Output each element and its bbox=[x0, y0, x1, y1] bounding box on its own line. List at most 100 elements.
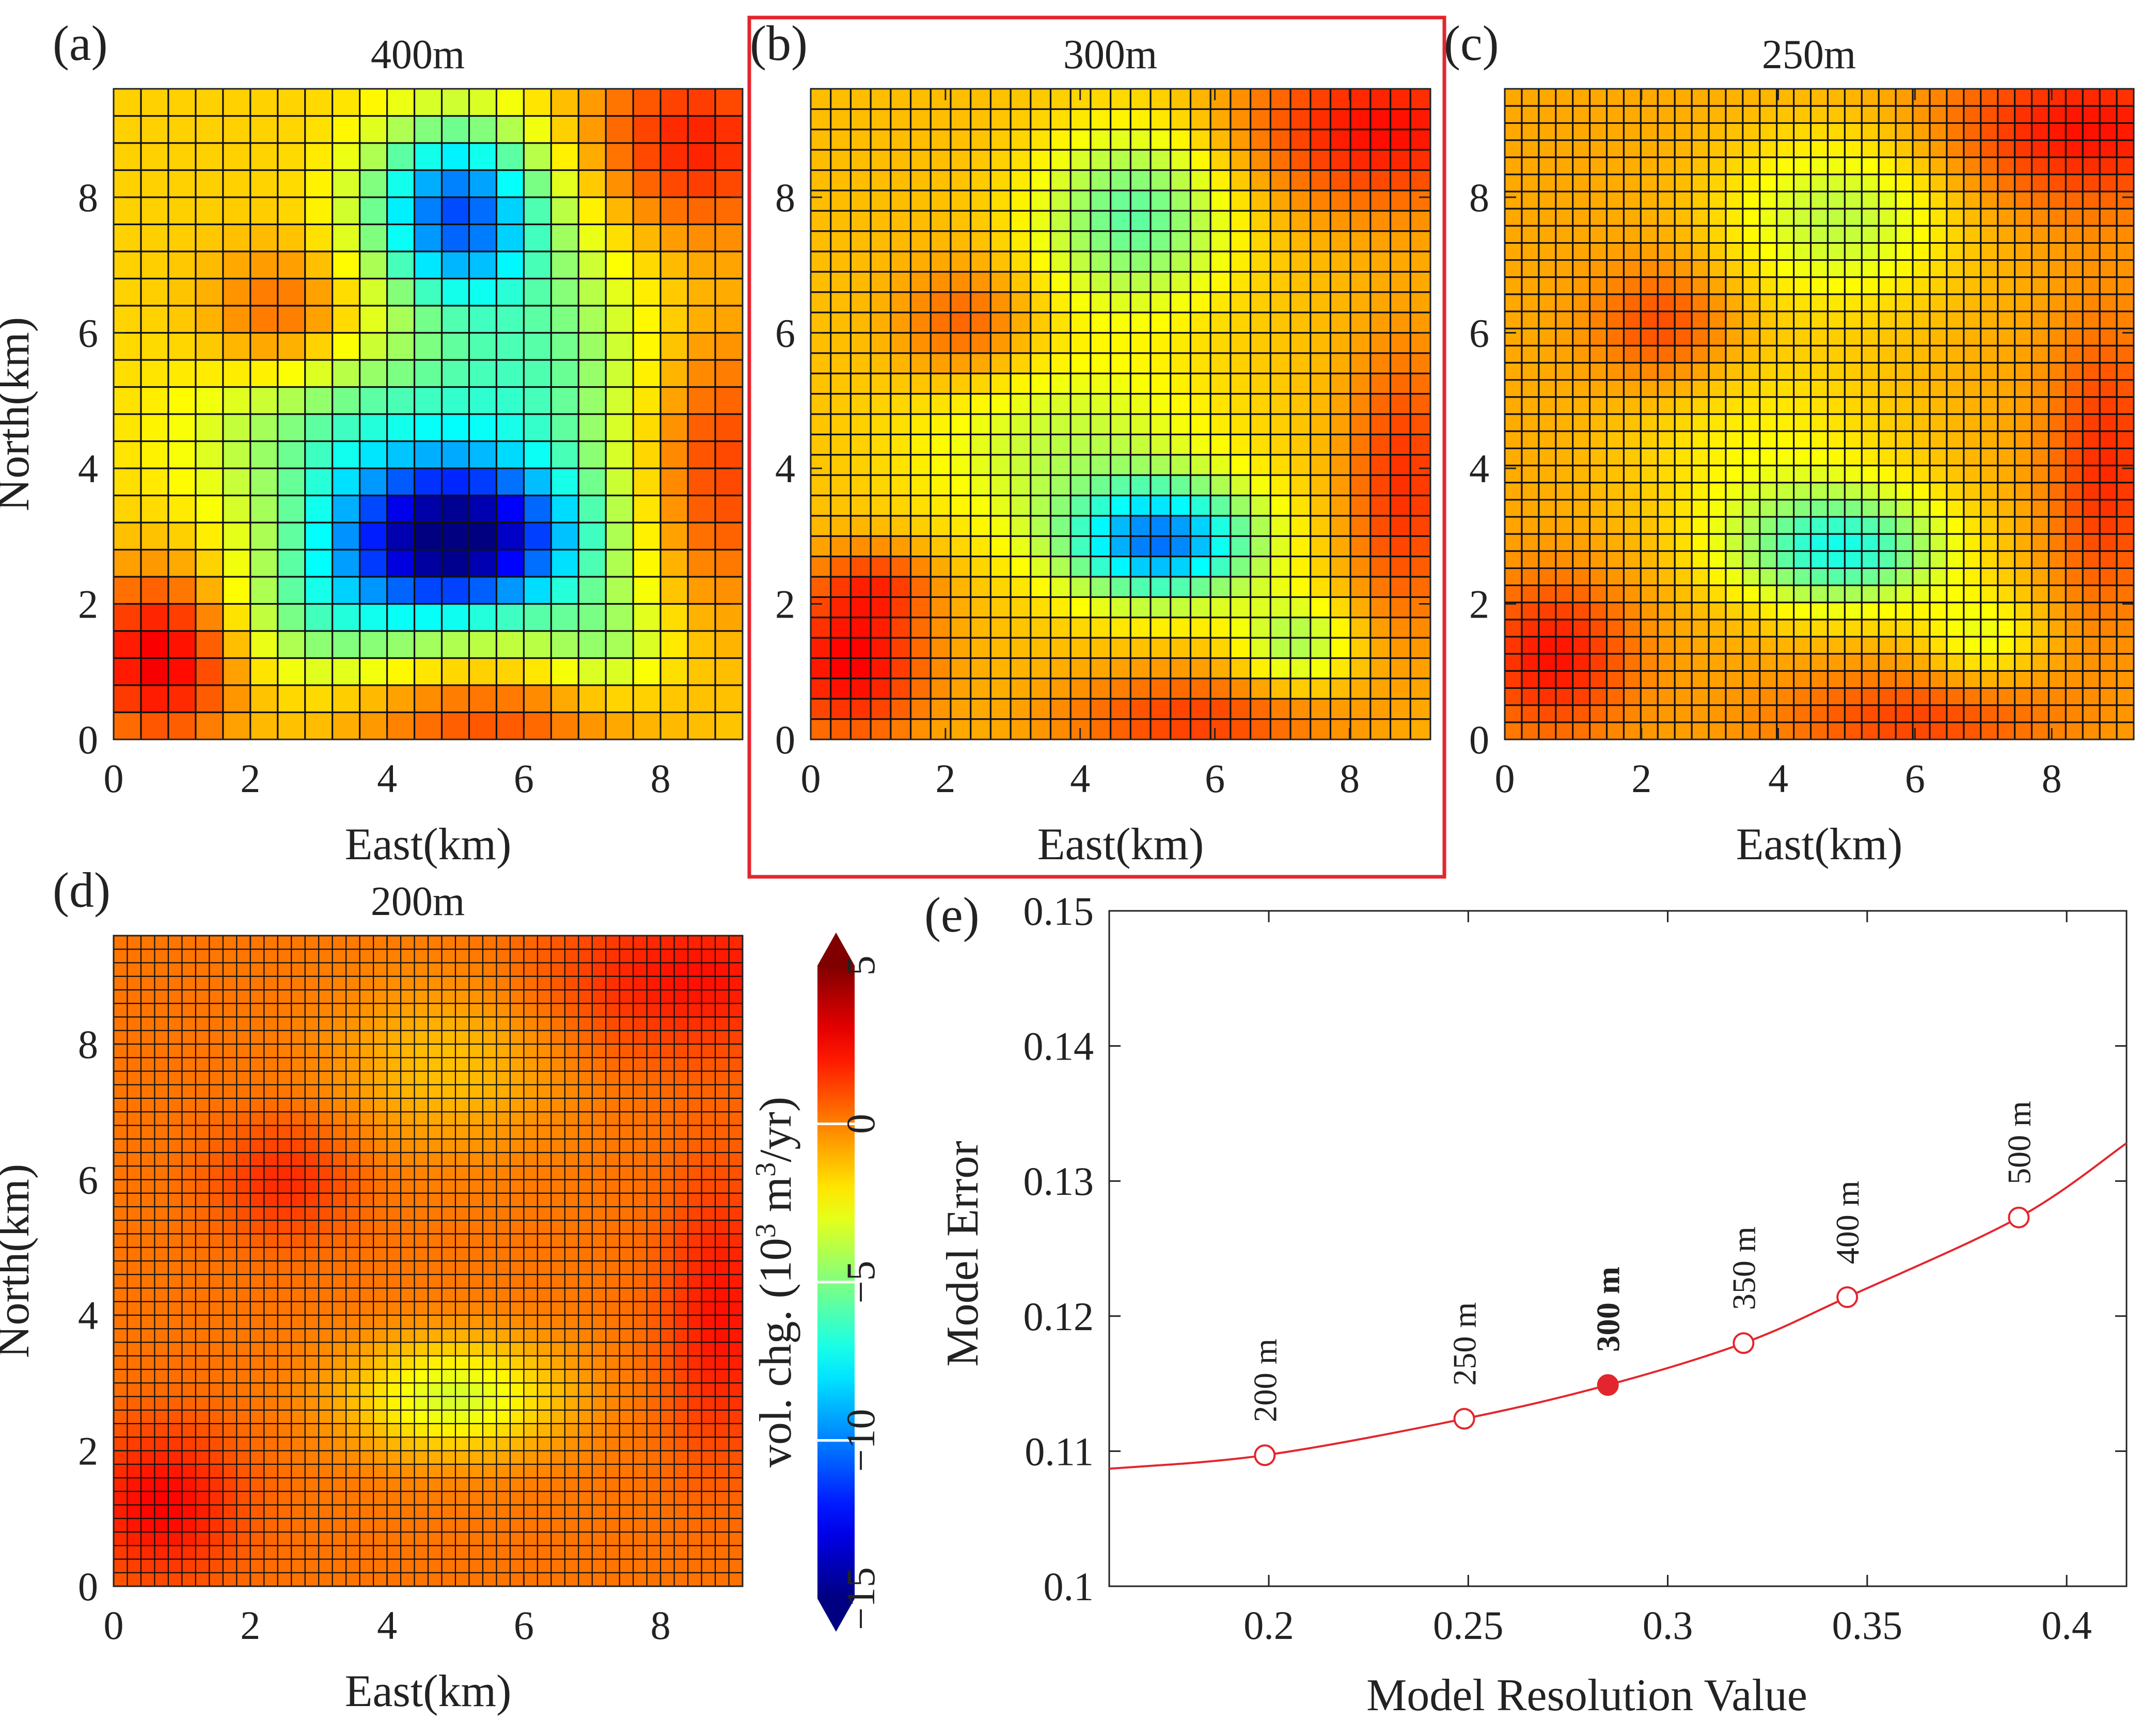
map-cell bbox=[264, 1153, 278, 1166]
map-cell bbox=[482, 1315, 497, 1329]
map-cell bbox=[1130, 251, 1151, 272]
map-cell bbox=[332, 1112, 346, 1126]
map-cell bbox=[305, 1139, 319, 1153]
map-cell bbox=[1390, 373, 1411, 394]
map-cell bbox=[1742, 226, 1760, 244]
map-cell bbox=[442, 1207, 456, 1221]
map-cell bbox=[1675, 294, 1692, 312]
map-cell bbox=[195, 1125, 210, 1140]
map-cell bbox=[223, 1084, 237, 1099]
map-cell bbox=[469, 224, 497, 252]
map-cell bbox=[510, 1125, 524, 1140]
map-cell bbox=[2117, 585, 2134, 603]
map-cell bbox=[688, 1084, 702, 1099]
map-cell bbox=[127, 990, 141, 1004]
map-cell bbox=[2031, 140, 2050, 158]
map-cell bbox=[154, 1112, 169, 1126]
map-cell bbox=[1692, 362, 1709, 381]
map-cell bbox=[442, 990, 456, 1004]
map-cell bbox=[2083, 106, 2100, 123]
map-cell bbox=[1151, 150, 1171, 171]
map-cell bbox=[2049, 602, 2066, 620]
map-cell bbox=[1997, 106, 2015, 123]
map-cell bbox=[2014, 637, 2033, 654]
map-cell bbox=[1913, 260, 1930, 278]
map-cell bbox=[1658, 294, 1675, 312]
map-cell bbox=[1030, 129, 1051, 150]
map-cell bbox=[578, 1383, 593, 1397]
map-cell bbox=[1624, 499, 1641, 517]
map-cell bbox=[1742, 654, 1760, 671]
map-cell bbox=[647, 1044, 661, 1058]
map-cell bbox=[1290, 333, 1311, 354]
map-cell bbox=[1929, 345, 1947, 364]
map-b-highlight-box bbox=[747, 15, 1446, 879]
map-cell bbox=[578, 414, 606, 442]
map-cell bbox=[373, 976, 388, 990]
map-cell bbox=[1709, 568, 1726, 586]
map-cell bbox=[1810, 260, 1829, 278]
map-cell bbox=[2083, 465, 2100, 483]
map-cell bbox=[1742, 482, 1760, 500]
map-cell bbox=[2014, 260, 2033, 278]
map-cell bbox=[387, 116, 415, 144]
map-cell bbox=[1692, 380, 1709, 398]
map-cell bbox=[1913, 311, 1930, 329]
map-cell bbox=[359, 658, 388, 686]
map-cell bbox=[688, 523, 716, 550]
map-cell bbox=[114, 1396, 128, 1411]
map-cell bbox=[1130, 577, 1151, 597]
map-cell bbox=[811, 536, 831, 557]
map-cell bbox=[1030, 170, 1051, 191]
map-cell bbox=[1011, 170, 1031, 191]
map-cell bbox=[1110, 495, 1131, 516]
map-cell bbox=[1538, 157, 1556, 175]
map-cell bbox=[140, 577, 169, 605]
map-cell bbox=[910, 129, 931, 150]
map-cell bbox=[701, 1261, 716, 1275]
map-cell bbox=[332, 1125, 346, 1140]
map-cell bbox=[373, 1315, 388, 1329]
map-cell bbox=[237, 1355, 251, 1370]
map-cell bbox=[455, 1017, 470, 1031]
map-cell bbox=[332, 685, 360, 713]
map-cell bbox=[890, 251, 911, 272]
map-cell bbox=[524, 949, 538, 964]
map-cell bbox=[1997, 414, 2015, 432]
map-cell bbox=[250, 1369, 264, 1383]
map-cell bbox=[387, 631, 415, 659]
map-cell bbox=[950, 454, 971, 476]
map-cell bbox=[931, 556, 951, 577]
map-cell bbox=[1170, 699, 1191, 720]
map-cell bbox=[250, 1193, 264, 1207]
map-cell bbox=[910, 312, 931, 334]
map-cell bbox=[264, 1098, 278, 1112]
map-cell bbox=[647, 1234, 661, 1248]
map-cell bbox=[2083, 705, 2100, 723]
map-cell bbox=[990, 719, 1011, 740]
map-cell bbox=[1011, 556, 1031, 577]
map-cell bbox=[2031, 157, 2050, 175]
map-cell bbox=[346, 1396, 360, 1411]
map-cell bbox=[140, 1179, 155, 1194]
map-cell bbox=[182, 962, 196, 977]
map-cell bbox=[2117, 551, 2134, 569]
map-cell bbox=[2031, 311, 2050, 329]
map-cell bbox=[811, 129, 831, 150]
map-cell bbox=[469, 495, 497, 523]
map-cell bbox=[1030, 719, 1051, 740]
map-cell bbox=[510, 1274, 524, 1289]
map-cell bbox=[1410, 678, 1431, 699]
map-cell bbox=[1589, 362, 1608, 381]
map-cell bbox=[1913, 654, 1930, 671]
map-cell bbox=[154, 990, 169, 1004]
map-cell bbox=[455, 1247, 470, 1261]
map-cell bbox=[578, 658, 606, 686]
map-cell bbox=[633, 89, 661, 117]
map-cell bbox=[1110, 150, 1131, 171]
map-cell bbox=[1776, 431, 1794, 449]
map-cell bbox=[114, 278, 141, 306]
map-cell bbox=[592, 962, 606, 977]
map-cell bbox=[619, 1017, 634, 1031]
